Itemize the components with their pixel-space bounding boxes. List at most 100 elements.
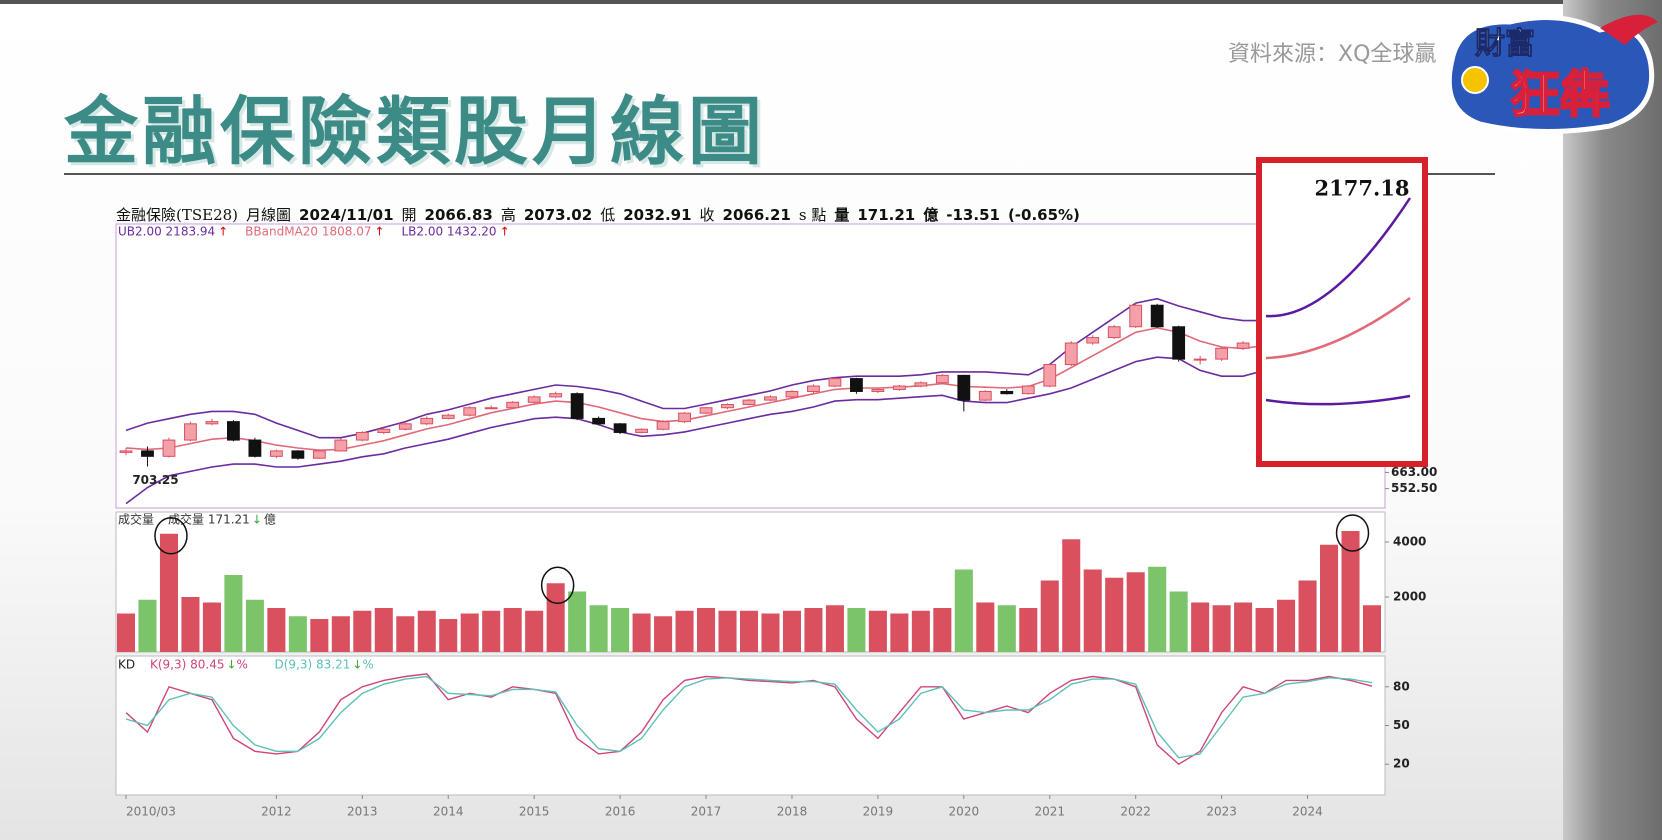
volume-bar bbox=[1277, 599, 1296, 652]
volume-bar bbox=[1234, 602, 1253, 652]
y-tick-label: 663.00 bbox=[1391, 465, 1437, 479]
candle-body bbox=[957, 374, 971, 401]
candle-body bbox=[312, 450, 326, 459]
x-tick-label: 2022 bbox=[1120, 805, 1151, 819]
candle-body bbox=[1150, 304, 1164, 328]
candle-body bbox=[613, 423, 627, 433]
x-tick-label: 2017 bbox=[691, 805, 722, 819]
volume-bar bbox=[1298, 580, 1317, 652]
candle-body bbox=[828, 378, 842, 387]
volume-bar bbox=[482, 610, 501, 652]
volume-bar bbox=[1320, 544, 1339, 652]
volume-bar bbox=[1105, 577, 1124, 652]
candle-body bbox=[1021, 385, 1035, 395]
source-note: 資料來源：XQ全球贏 bbox=[1228, 42, 1437, 67]
kd-label: D(9,3) 83.21 bbox=[274, 658, 350, 672]
price-panel bbox=[115, 223, 1386, 509]
volume-bar bbox=[611, 608, 630, 652]
y-tick-label: 50 bbox=[1393, 718, 1410, 732]
kd-title: KD bbox=[118, 658, 135, 672]
volume-bar bbox=[847, 608, 866, 652]
volume-bar bbox=[782, 610, 801, 652]
y-tick-label: 80 bbox=[1393, 679, 1410, 693]
volume-bar bbox=[890, 613, 909, 652]
volume-bar bbox=[417, 610, 436, 652]
volume-label: 成交量 171.21 bbox=[168, 512, 250, 527]
highlight-circle bbox=[154, 517, 188, 555]
header-text: 171.21 bbox=[857, 206, 916, 224]
candle-body bbox=[398, 423, 412, 430]
kd-unit: % bbox=[362, 658, 373, 672]
candle-body bbox=[441, 414, 455, 419]
band-label: BBandMA20 1808.07 bbox=[245, 225, 371, 239]
header-text: 開 bbox=[401, 206, 417, 224]
candle-body bbox=[635, 428, 648, 433]
volume-bar bbox=[739, 610, 759, 652]
volume-bar bbox=[1169, 591, 1188, 652]
candle-body bbox=[248, 439, 262, 457]
candle-body bbox=[764, 396, 777, 401]
candle-body bbox=[227, 421, 240, 441]
candle-body bbox=[978, 390, 992, 401]
candle-body bbox=[807, 385, 820, 392]
volume-bar bbox=[568, 591, 587, 652]
y-tick-label: 2000 bbox=[1393, 590, 1426, 604]
band-line bbox=[125, 249, 1373, 439]
candle-body bbox=[1043, 364, 1057, 387]
candle-body bbox=[892, 385, 906, 390]
band-label: LB2.00 1432.20 bbox=[401, 225, 496, 239]
volume-bar bbox=[245, 599, 264, 652]
candle-body bbox=[1215, 347, 1229, 360]
x-tick-label: 2012 bbox=[261, 805, 292, 819]
annotation: 2177.18 bbox=[1315, 176, 1410, 201]
candle-body bbox=[1064, 342, 1078, 366]
candle-body bbox=[162, 439, 176, 457]
candle-body bbox=[141, 450, 154, 457]
annotation: 703.25 bbox=[132, 473, 178, 487]
zoom-band bbox=[1265, 197, 1412, 318]
volume-bar bbox=[224, 575, 243, 652]
top-bar bbox=[0, 0, 1662, 4]
x-tick-label: 2016 bbox=[605, 805, 636, 819]
highlight-circle bbox=[1335, 514, 1370, 552]
candle-body bbox=[184, 423, 197, 441]
candle-body bbox=[291, 450, 305, 459]
volume-bar bbox=[503, 608, 522, 652]
candle-body bbox=[1000, 390, 1014, 395]
volume-bar bbox=[310, 619, 329, 652]
highlight-box bbox=[1256, 157, 1428, 467]
candle-body bbox=[1107, 326, 1121, 339]
header-text: 低 bbox=[600, 206, 616, 224]
candle-body bbox=[871, 388, 885, 392]
down-arrow: ↓ bbox=[226, 658, 236, 672]
candle-body bbox=[678, 412, 691, 423]
volume-bar bbox=[288, 616, 307, 652]
volume-bar bbox=[589, 605, 608, 652]
x-tick-label: 2015 bbox=[519, 805, 550, 819]
slide-title: 金融保險類股月線圖 bbox=[64, 89, 766, 175]
candle-body bbox=[119, 450, 133, 453]
header-text: 量 bbox=[834, 206, 850, 224]
candle-body bbox=[355, 431, 369, 441]
down-arrow: ↓ bbox=[352, 658, 362, 672]
candle-body bbox=[914, 382, 928, 387]
zoom-band bbox=[1265, 394, 1411, 406]
header-text: 2032.91 bbox=[623, 206, 692, 224]
candle-body bbox=[656, 421, 670, 430]
volume-bar bbox=[675, 610, 694, 652]
volume-title: 成交量 bbox=[118, 512, 154, 527]
kd-label: K(9,3) 80.45 bbox=[150, 658, 224, 672]
candle-body bbox=[1172, 326, 1186, 360]
volume-bar bbox=[1126, 572, 1145, 652]
candle-body bbox=[850, 378, 863, 392]
volume-bar bbox=[1040, 580, 1059, 652]
candle-body bbox=[527, 396, 541, 403]
volume-bar bbox=[718, 610, 737, 652]
kd-line bbox=[125, 673, 1373, 766]
y-tick-label: 552.50 bbox=[1391, 481, 1437, 495]
volume-bar bbox=[632, 613, 651, 652]
candle-body bbox=[1193, 358, 1207, 361]
volume-bar bbox=[933, 608, 952, 652]
candle-body bbox=[742, 399, 756, 406]
